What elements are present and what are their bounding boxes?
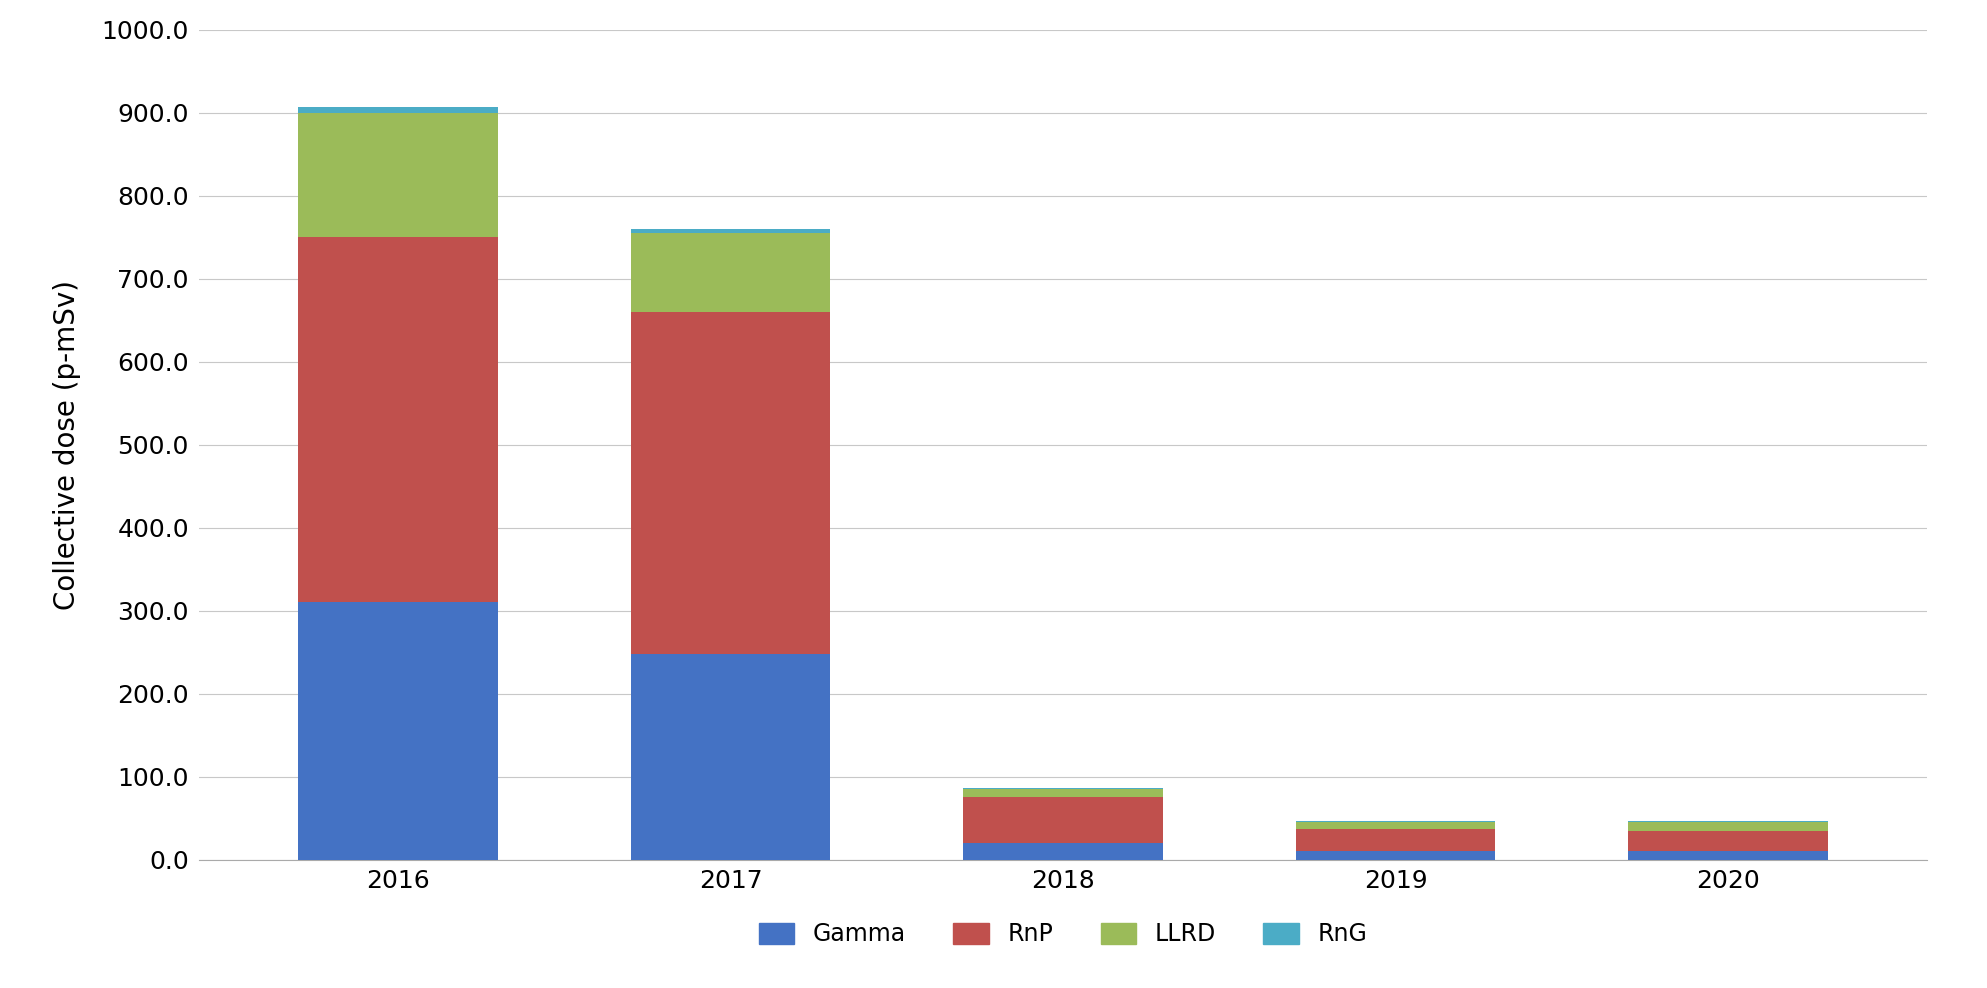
Bar [632,233,831,312]
Y-axis label: Collective dose (p-mSv): Collective dose (p-mSv) [54,280,81,610]
Bar [1627,822,1828,831]
Bar [632,654,831,860]
Bar [1627,831,1828,852]
Bar [298,603,499,860]
Bar [964,843,1162,860]
Bar [1296,829,1496,852]
Bar [964,789,1162,797]
Bar [298,113,499,237]
Bar [1296,852,1496,860]
Bar [632,229,831,233]
Bar [632,312,831,654]
Bar [964,797,1162,843]
Legend: Gamma, RnP, LLRD, RnG: Gamma, RnP, LLRD, RnG [749,913,1377,955]
Bar [298,237,499,603]
Bar [298,107,499,113]
Bar [1627,852,1828,860]
Bar [1296,822,1496,829]
